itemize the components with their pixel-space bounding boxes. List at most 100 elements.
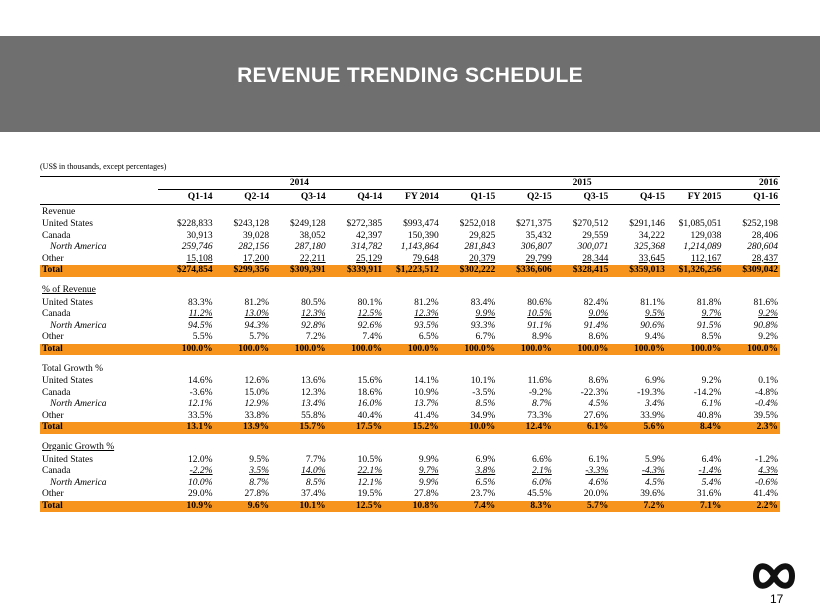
table-cell: 91.4% [583,320,609,331]
table-cell: 314,782 [351,242,383,253]
row-label: Total [40,343,159,355]
period-header: Q3-14 [271,189,328,205]
revenue-schedule-table: 2014 2015 2016 Q1-14 Q2-14 Q3-14 Q4-14 F… [40,176,780,512]
table-cell: $309,391 [271,265,328,277]
period-header-blank [40,189,159,205]
table-cell: 10.9% [158,500,215,512]
table-cell: 6.1% [553,422,611,434]
table-cell: 9.2% [758,332,778,343]
table-cell: 100.0% [384,343,441,355]
table-row: North America 12.1% 12.9% 13.4% 16.0% 13.7% 8.… [40,399,780,411]
table-cell: $339,911 [327,265,385,277]
table-cell: 93.3% [470,320,496,331]
table-cell: 29,559 [582,230,609,241]
table-cell: 91.5% [696,320,722,331]
table-cell: $271,375 [516,219,552,230]
table-cell: -3.5% [472,387,496,398]
table-cell: 2.2% [723,500,780,512]
table-cell: 10.5% [527,309,552,320]
year-header-row: 2014 2015 2016 [40,176,780,190]
table-cell: 4.3% [758,466,778,477]
table-cell: 27.6% [583,410,609,421]
table-cell: $274,854 [158,265,215,277]
spacer-cell [40,355,780,362]
table-cell: 29.0% [188,489,213,500]
table-cell: $252,018 [459,219,496,230]
row-label: United States [42,454,93,465]
table-cell: 9.4% [645,332,665,343]
period-header: Q2-14 [214,189,272,205]
table-cell: $249,128 [290,219,326,230]
table-cell: 8.7% [531,399,552,410]
table-cell: 29,825 [469,230,496,241]
table-cell: 7.7% [305,454,326,465]
table-cell: 6.9% [645,376,665,387]
table-cell: 94.5% [188,320,213,331]
table-cell: 34.9% [470,410,496,421]
table-cell: 81.8% [696,297,722,308]
table-cell: 81.2% [414,297,439,308]
table-cell: -22.3% [580,387,609,398]
row-label: North America [50,320,107,331]
table-cell: 81.6% [753,297,778,308]
year-header-blank [40,176,159,190]
table-cell: 6.4% [701,454,722,465]
table-cell: 9.9% [418,454,439,465]
table-cell: 10.8% [384,500,441,512]
schedule-body: Revenue United States $228,833 $243,128 $249… [40,205,780,512]
table-cell: 27.8% [414,489,439,500]
table-cell: 12.3% [301,309,326,320]
table-cell: $272,385 [346,219,383,230]
table-cell: 8.7% [249,477,270,488]
year-header-2016: 2016 [723,176,780,190]
table-row: North America 259,746 282,156 287,180 314,78… [40,242,780,254]
table-cell: -3.3% [585,466,609,477]
table-cell: 55.8% [301,410,326,421]
table-cell: 9.2% [701,376,722,387]
table-cell: 287,180 [294,242,326,253]
title-band [0,36,820,132]
table-cell: $228,833 [176,219,213,230]
table-cell: $302,222 [440,265,498,277]
table-cell: 8.5% [305,477,326,488]
row-label: Canada [42,466,71,477]
table-cell: 2.1% [531,466,552,477]
table-cell: 3.5% [249,466,270,477]
table-cell: 30,913 [186,230,213,241]
table-cell: 13.9% [214,422,272,434]
table-cell: 39,028 [242,230,270,241]
table-cell: 4.5% [645,477,665,488]
table-cell: 28,344 [582,253,609,264]
table-cell: 8.4% [666,422,724,434]
table-cell: 38,052 [299,230,326,241]
table-cell: 12.3% [301,387,326,398]
section-heading-row: % of Revenue [40,284,780,298]
total-row: Total 13.1% 13.9% 15.7% 17.5% 15.2% 10.0% 12.4%… [40,422,780,434]
table-cell: 9.9% [418,477,439,488]
section-heading: Total Growth % [42,363,104,374]
table-cell: -4.8% [755,387,778,398]
period-header: Q4-14 [327,189,385,205]
period-header: Q1-16 [723,189,780,205]
table-cell: 7.2% [610,500,667,512]
table-cell: 92.8% [301,320,326,331]
table-cell: $299,356 [214,265,272,277]
table-cell: 7.1% [666,500,724,512]
table-cell: 29,799 [525,253,552,264]
table-cell: -0.6% [755,477,778,488]
table-cell: 17.5% [327,422,385,434]
table-cell: 112,167 [690,253,722,264]
table-cell: 20.0% [583,489,609,500]
table-cell: 90.8% [753,320,778,331]
table-cell: 9.2% [758,309,778,320]
row-label: Other [42,253,64,264]
table-cell: -1.4% [698,466,722,477]
table-cell: 259,746 [181,242,213,253]
table-cell: 28,437 [751,253,778,264]
table-cell: $252,198 [742,219,778,230]
table-row: United States $228,833 $243,128 $249,128 $27… [40,219,780,231]
table-cell: 8.5% [701,332,722,343]
table-row: Other 33.5% 33.8% 55.8% 40.4% 41.4% 34.9% 73.3%… [40,411,780,423]
table-cell: 33.8% [244,410,270,421]
table-cell: 27.8% [244,489,270,500]
